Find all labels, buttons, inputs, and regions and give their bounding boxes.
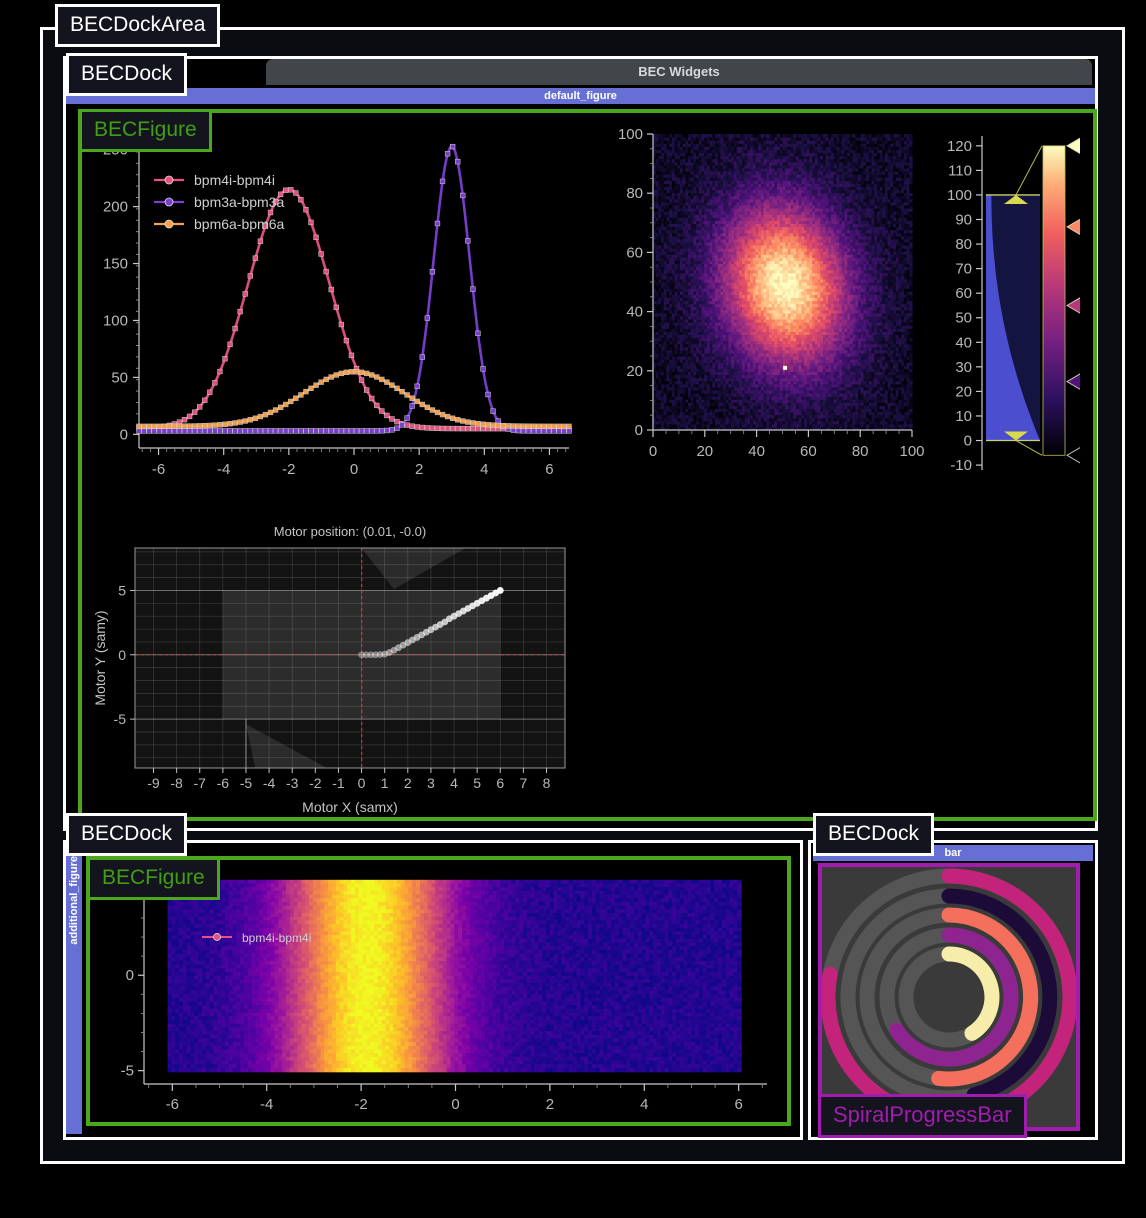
- spiral-progress-bar[interactable]: [822, 867, 1076, 1127]
- svg-text:150: 150: [103, 256, 128, 273]
- motor-map-plot[interactable]: Motor position: (0.01, -0.0)-9 -8 -7 -6 -5 -4…: [92, 520, 582, 815]
- svg-text:-2: -2: [282, 461, 295, 478]
- annotation-figure-bottom: BECFigure: [87, 857, 220, 900]
- svg-text:bpm3a-bpm3a: bpm3a-bpm3a: [194, 194, 284, 210]
- window-title: BEC Widgets: [638, 64, 720, 79]
- spiral-progress-bar-frame[interactable]: [818, 863, 1080, 1131]
- annotation-spiral-progress-bar: SpiralProgressBar: [818, 1094, 1027, 1138]
- heatmap-image: [653, 134, 913, 431]
- svg-text:0: 0: [120, 426, 128, 443]
- svg-text:-6: -6: [152, 461, 165, 478]
- waveform-curves: [136, 143, 572, 434]
- svg-text:bpm4i-bpm4i: bpm4i-bpm4i: [194, 172, 275, 188]
- svg-text:2: 2: [415, 461, 423, 478]
- svg-text:200: 200: [103, 199, 128, 216]
- additional-figure-image: [167, 879, 742, 1073]
- window-title-bar[interactable]: BEC Widgets: [266, 59, 1092, 85]
- motor-map-body: Motor position: (0.01, -0.0)-9 -8 -7 -6 -5 -4…: [92, 524, 566, 815]
- svg-text:4: 4: [480, 461, 488, 478]
- annotation-dock-area: BECDockArea: [55, 4, 221, 47]
- dock-label-text-bar: bar: [944, 847, 962, 859]
- waveform-legend[interactable]: bpm4i-bpm4i bpm3a-bpm3a bpm6a-bpm6a: [154, 172, 284, 232]
- svg-text:0: 0: [350, 461, 358, 478]
- dock-label-text: default_figure: [544, 90, 617, 102]
- svg-text:50: 50: [111, 369, 128, 386]
- annotation-dock-bottom-right: BECDock: [813, 813, 935, 856]
- annotation-figure-top: BECFigure: [79, 109, 212, 152]
- svg-text:100: 100: [103, 312, 128, 329]
- dock-label-default-figure[interactable]: default_figure: [66, 88, 1095, 104]
- additional-figure-axes: -50-6 -4 -2 0 2 4 6: [121, 876, 767, 1113]
- dock-label-additional-figure[interactable]: additional_figure: [66, 856, 82, 1134]
- annotation-dock-bottom-left: BECDock: [66, 813, 188, 856]
- annotation-dock-top: BECDock: [66, 53, 188, 96]
- additional-figure-plot[interactable]: -50-6 -4 -2 0 2 4 6 bpm4i-bpm4i: [92, 862, 786, 1120]
- dock-label-text-vertical: additional_figure: [68, 856, 80, 945]
- additional-figure-legend[interactable]: bpm4i-bpm4i: [202, 931, 311, 945]
- svg-text:-4: -4: [217, 461, 230, 478]
- svg-text:bpm6a-bpm6a: bpm6a-bpm6a: [194, 216, 284, 232]
- svg-text:6: 6: [545, 461, 553, 478]
